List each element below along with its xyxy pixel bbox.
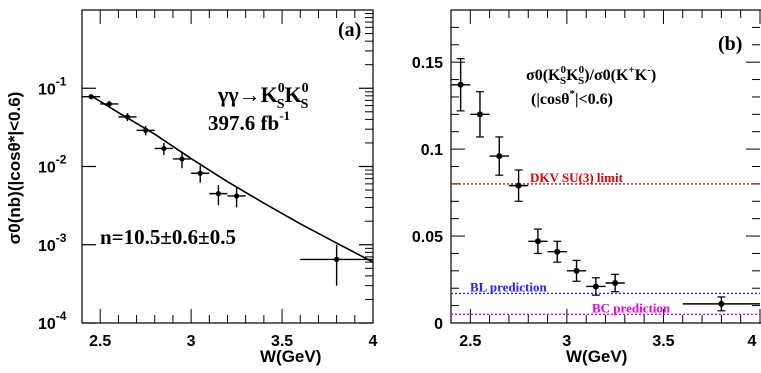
panel-a-data-point [227,187,246,208]
panel-b-x-axis-title: W(GeV) [566,347,627,366]
panel-b-reference-lines: DKV SU(3) limit BL prediction BC predictio… [451,170,760,315]
panel-b-reference-label: BL prediction [470,279,547,294]
panel-a-label: (a) [338,19,361,41]
panel-a-data-point [82,94,101,100]
panel-a-frame [81,9,374,324]
panel-a-fit-line [90,95,374,263]
panel-b-data-point [470,91,490,138]
panel-b-marker [554,248,561,255]
panel-a-fit-curve [90,95,374,263]
panel-b-marker [718,300,725,307]
panel-b-marker [592,283,599,290]
panel-b-data-point [508,169,529,202]
panel-b-data-point [605,273,625,293]
panel-b-data-point [566,259,587,282]
panel-a-marker [161,145,167,152]
panel-b-data-point [451,58,471,112]
panel-a-data-point [136,125,155,136]
panel-a-data-point [172,151,192,169]
panel-b-data-point [547,240,567,263]
panel-b-x-ticks: 2.5 3 3.5 4 [450,10,761,350]
panel-b-reference-label: DKV SU(3) limit [530,170,624,185]
panel-b-cut-annotation: (|cosθ*|<0.6) [531,88,613,108]
panel-a-marker [106,101,112,107]
panel-b: 0 0.05 0.1 0.15 2.5 3 3.5 4 DKV SU(3) limit BL … [412,9,761,366]
panel-b-frame [450,9,761,324]
panel-a-y-tick-label: 10-3 [38,231,67,255]
panel-a-data-point [100,100,119,108]
panel-b-y-tick-label: 0.05 [412,229,443,246]
panel-a-marker [88,94,94,100]
panel-b-y-tick-label: 0 [434,316,443,333]
panel-b-data-point [586,277,606,296]
panel-a-x-tick-label: 2.5 [89,333,111,350]
panel-a-data-point [191,165,210,183]
panel-b-marker [573,267,580,274]
panel-a-process: γγ→K0 SK0 S [217,81,309,112]
panel-b-data-point [528,228,548,255]
panel-a-data-point [118,113,137,122]
panel-b-marker [496,153,503,160]
panel-a-marker [334,256,340,262]
panel-a-marker [233,193,240,199]
panel-b-marker [515,182,522,189]
panel-a: 10-110-210-310-4 2.5 3 3.5 4 (a) γγ→K0 SK0 S … [5,9,378,366]
panel-a-marker [197,170,203,176]
panel-b-data-point [489,136,509,176]
panel-b-x-tick-label: 3.5 [652,333,674,350]
panel-b-x-tick-label: 3 [562,333,571,350]
panel-a-y-ticks: 10-1 10-2 10-3 10-4 [38,13,373,333]
panel-a-y-tick-label: 10-1 [38,74,67,98]
panel-a-fit-result: n=10.5±0.6±0.5 [100,225,236,249]
panel-a-x-ticks: 2.5 3 3.5 4 [81,10,378,350]
panel-a-y-tick-label: 10-2 [38,153,67,177]
panel-a-x-tick-label: 4 [369,333,378,350]
panel-a-luminosity: 397.6 fb-1 [208,108,290,135]
panel-b-ratio-annotation: σ0(K0 SK0 S)/σ0(K+K-) [526,64,656,87]
panel-a-x-tick-label: 3 [187,333,196,350]
panel-a-data-point [300,244,373,286]
panel-b-y-tick-label: 0.15 [412,55,443,72]
panel-b-marker [612,280,619,287]
panel-a-marker [215,191,222,197]
panel-b-marker [476,111,483,118]
panel-a-marker [143,127,149,133]
panel-b-x-tick-label: 2.5 [459,333,481,350]
panel-a-data-point [154,142,173,156]
panel-a-marker [124,114,131,120]
panel-b-y-tick-label: 0.1 [421,142,443,159]
panel-a-data-point [209,185,228,206]
panel-b-reference-label: BC prediction [592,300,671,315]
panel-a-marker [179,156,185,162]
panel-a-y-axis-title: σ0(nb)(|cosθ*|<0.6) [5,92,24,245]
panel-a-data-points [82,94,373,286]
panel-b-marker [457,81,464,88]
panel-a-x-axis-title: W(GeV) [260,347,321,366]
panel-b-marker [534,238,541,245]
panel-b-x-tick-label: 4 [748,333,757,350]
panel-b-label: (b) [718,33,742,55]
panel-a-x-tick-label: 3.5 [271,333,293,350]
panel-a-y-tick-label: 10-4 [38,309,67,333]
panel-b-data-points [451,58,760,312]
panel-b-data-point [682,296,760,312]
